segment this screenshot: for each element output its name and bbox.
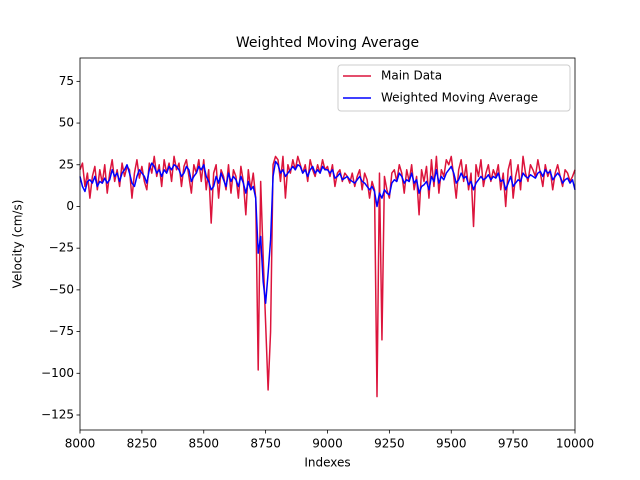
x-tick-label: 8750 [250,437,281,451]
x-tick-label: 10000 [556,437,594,451]
legend-label: Weighted Moving Average [381,91,538,105]
y-tick-label: −100 [41,366,74,380]
chart-title: Weighted Moving Average [236,35,419,51]
y-tick-label: −125 [41,407,74,421]
x-tick-label: 8250 [127,437,158,451]
line [79,160,576,304]
y-tick-label: −50 [49,282,74,296]
x-tick-label: 9500 [436,437,467,451]
y-tick-label: 25 [59,157,74,171]
x-tick-label: 9000 [312,437,343,451]
legend-label: Main Data [381,69,442,83]
legend-box [337,64,571,112]
y-tick-label: −25 [49,241,74,255]
x-axis-label: Indexes [304,456,350,470]
x-tick-label: 9250 [374,437,405,451]
y-axis-label: Velocity (cm/s) [11,200,25,289]
y-tick-label: 0 [66,199,74,213]
x-tick-label: 8500 [188,437,219,451]
x-tick-label: 8000 [65,437,96,451]
y-tick-label: 50 [59,116,74,130]
line [79,155,576,398]
y-tick-label: 75 [59,74,74,88]
plot-frame [79,57,576,431]
x-tick-label: 9750 [498,437,529,451]
y-tick-label: −75 [49,324,74,338]
